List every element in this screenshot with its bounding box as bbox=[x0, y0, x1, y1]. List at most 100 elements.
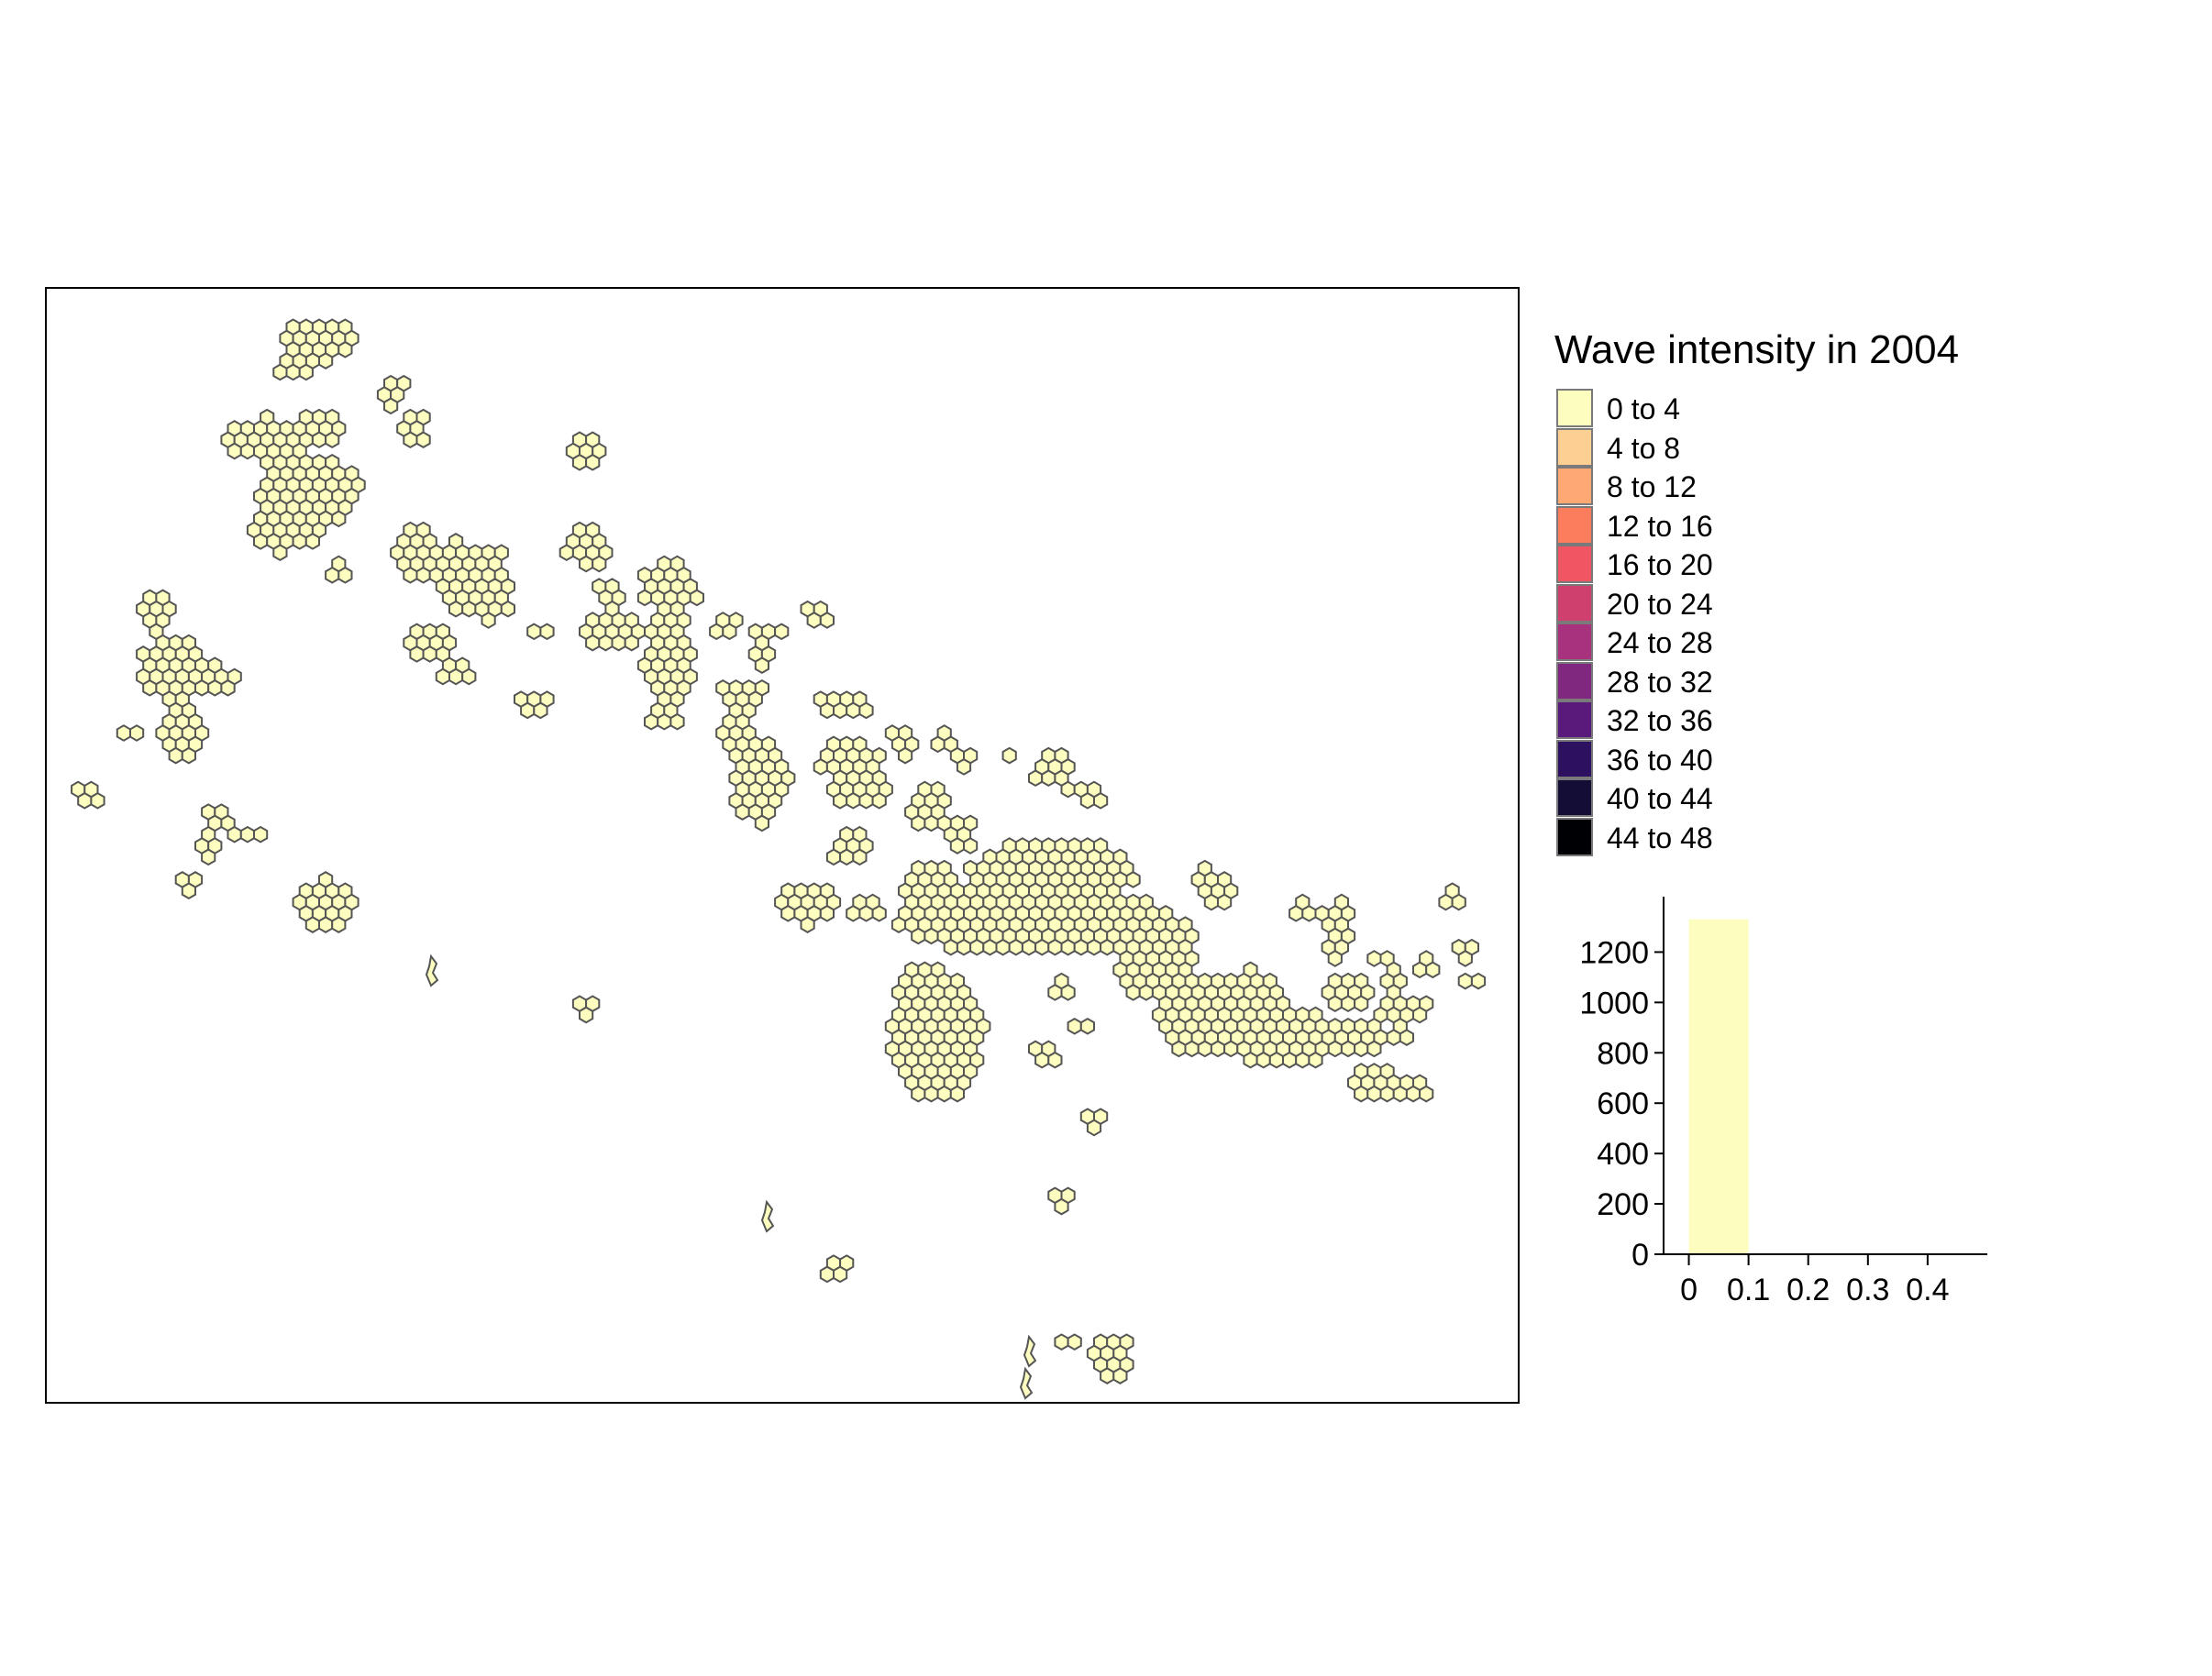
hex-cell[interactable] bbox=[331, 510, 347, 528]
hex-cell[interactable] bbox=[1073, 871, 1089, 888]
hex-cell[interactable] bbox=[1034, 938, 1050, 956]
hex-cell[interactable] bbox=[722, 623, 737, 641]
hex-cell[interactable] bbox=[304, 916, 320, 933]
hex-cell[interactable] bbox=[969, 938, 985, 956]
hex-cell[interactable] bbox=[90, 791, 105, 810]
hex-cell[interactable] bbox=[227, 442, 242, 460]
hex-cell[interactable] bbox=[669, 712, 685, 731]
hex-cell[interactable] bbox=[1100, 871, 1115, 888]
hex-cell[interactable] bbox=[1327, 1040, 1343, 1058]
hex-cell[interactable] bbox=[1399, 1029, 1414, 1046]
hex-cell[interactable] bbox=[1321, 916, 1336, 933]
hex-cell[interactable] bbox=[1354, 1085, 1369, 1103]
hex-cell[interactable] bbox=[129, 724, 145, 742]
hex-cell[interactable] bbox=[1197, 1040, 1212, 1058]
hex-cell[interactable] bbox=[1373, 1006, 1388, 1024]
hex-cell[interactable] bbox=[1217, 893, 1233, 911]
hex-cell[interactable] bbox=[1001, 746, 1017, 765]
hex-cell[interactable] bbox=[448, 667, 464, 686]
hex-cell[interactable] bbox=[1008, 938, 1023, 956]
hex-cell[interactable] bbox=[852, 848, 868, 866]
hex-cell[interactable] bbox=[1184, 1040, 1200, 1058]
hex-cell[interactable] bbox=[1243, 1051, 1258, 1069]
hex-cell[interactable] bbox=[1327, 950, 1343, 967]
hex-cell[interactable] bbox=[520, 701, 536, 720]
map-panel[interactable] bbox=[45, 287, 1520, 1404]
hex-cell[interactable] bbox=[754, 656, 769, 675]
hex-cell[interactable] bbox=[325, 566, 340, 584]
hex-cell[interactable] bbox=[839, 848, 855, 866]
hex-cell[interactable] bbox=[1014, 859, 1030, 877]
hex-cell[interactable] bbox=[1047, 984, 1063, 1001]
hex-cell[interactable] bbox=[1073, 938, 1089, 956]
hex-cell[interactable] bbox=[500, 600, 515, 618]
island-outline[interactable] bbox=[760, 1199, 775, 1233]
hex-cell[interactable] bbox=[1171, 1040, 1187, 1058]
hex-cell[interactable] bbox=[924, 814, 939, 832]
hex-cell[interactable] bbox=[806, 612, 822, 629]
hex-cell[interactable] bbox=[1249, 995, 1265, 1013]
hex-cell[interactable] bbox=[1288, 904, 1304, 922]
hex-cell[interactable] bbox=[1125, 871, 1141, 888]
hex-cell[interactable] bbox=[1282, 1051, 1298, 1069]
hex-cell[interactable] bbox=[1419, 1085, 1434, 1103]
hex-cell[interactable] bbox=[1392, 1085, 1408, 1103]
hex-cell[interactable] bbox=[325, 431, 340, 449]
hex-cell[interactable] bbox=[1079, 791, 1095, 810]
hex-grid-map[interactable] bbox=[47, 289, 1518, 1402]
hex-cell[interactable] bbox=[1100, 1367, 1115, 1384]
hex-cell[interactable] bbox=[1223, 972, 1239, 990]
hex-cell[interactable] bbox=[858, 701, 874, 720]
hex-cell[interactable] bbox=[858, 791, 874, 810]
island-outline[interactable] bbox=[425, 954, 439, 987]
hex-cell[interactable] bbox=[304, 533, 320, 550]
hex-cell[interactable] bbox=[1067, 1017, 1082, 1035]
hex-cell[interactable] bbox=[911, 1085, 926, 1103]
hex-cell[interactable] bbox=[1301, 904, 1317, 922]
hex-cell[interactable] bbox=[1379, 950, 1395, 967]
hex-cell[interactable] bbox=[924, 1085, 939, 1103]
hex-cell[interactable] bbox=[1295, 1051, 1311, 1069]
hex-cell[interactable] bbox=[819, 904, 835, 922]
hex-cell[interactable] bbox=[858, 904, 874, 922]
hex-cell[interactable] bbox=[409, 645, 425, 663]
hex-cell[interactable] bbox=[930, 735, 946, 754]
hex-cell[interactable] bbox=[579, 1006, 594, 1024]
hex-cell[interactable] bbox=[1079, 1017, 1095, 1035]
hex-cell[interactable] bbox=[1366, 1040, 1382, 1058]
hex-cell[interactable] bbox=[1457, 950, 1473, 967]
hex-cell[interactable] bbox=[833, 791, 848, 810]
hex-cell[interactable] bbox=[819, 612, 835, 629]
hex-cell[interactable] bbox=[833, 1265, 848, 1284]
island-outline[interactable] bbox=[1023, 1334, 1037, 1368]
hex-cell[interactable] bbox=[435, 667, 450, 686]
hex-cell[interactable] bbox=[1354, 995, 1369, 1013]
hex-cell[interactable] bbox=[898, 746, 913, 765]
hex-cell[interactable] bbox=[1438, 893, 1454, 911]
hex-cell[interactable] bbox=[636, 589, 653, 607]
hex-cell[interactable] bbox=[911, 814, 926, 832]
hex-cell[interactable] bbox=[318, 352, 334, 369]
hex-cell[interactable] bbox=[709, 623, 724, 641]
hex-cell[interactable] bbox=[898, 972, 913, 990]
hex-cell[interactable] bbox=[461, 667, 477, 686]
hex-cell[interactable] bbox=[285, 363, 301, 381]
hex-cell[interactable] bbox=[201, 848, 216, 866]
hex-cell[interactable] bbox=[1125, 984, 1141, 1001]
hex-cell[interactable] bbox=[1340, 1040, 1356, 1058]
hex-cell[interactable] bbox=[1047, 1051, 1063, 1069]
hex-cell[interactable] bbox=[481, 612, 496, 629]
hex-cell[interactable] bbox=[774, 623, 790, 641]
hex-cell[interactable] bbox=[1060, 984, 1076, 1001]
hex-cell[interactable] bbox=[644, 712, 659, 731]
hex-cell[interactable] bbox=[754, 814, 769, 832]
hex-cell[interactable] bbox=[982, 938, 998, 956]
hex-cell[interactable] bbox=[1210, 1040, 1226, 1058]
hex-cell[interactable] bbox=[422, 645, 437, 663]
hex-cell[interactable] bbox=[1060, 780, 1076, 799]
hex-cell[interactable] bbox=[1112, 871, 1128, 888]
hex-cell[interactable] bbox=[318, 916, 334, 933]
hex-cell[interactable] bbox=[559, 544, 574, 562]
hex-cell[interactable] bbox=[415, 431, 431, 449]
hex-cell[interactable] bbox=[1054, 1197, 1069, 1216]
